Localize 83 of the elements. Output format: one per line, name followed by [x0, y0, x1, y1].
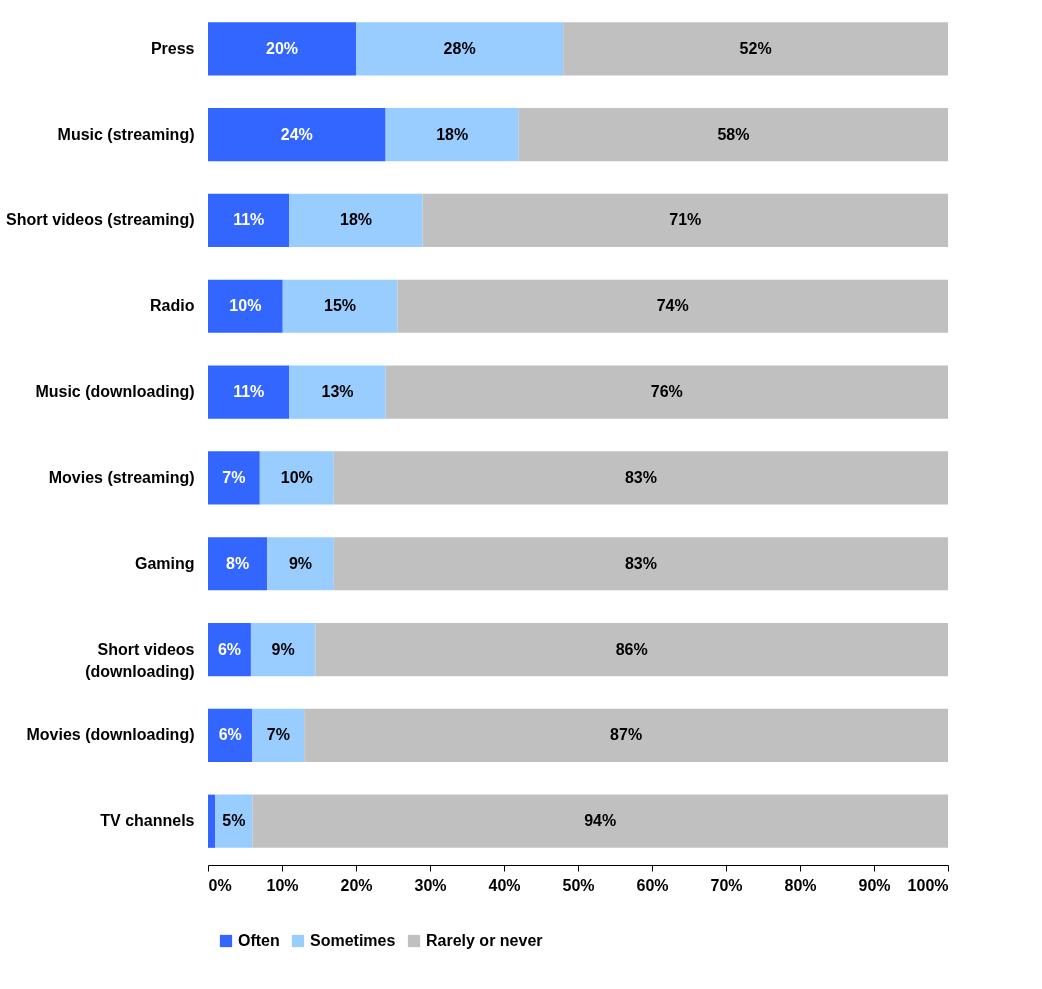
- data-label: 20%: [265, 39, 299, 57]
- data-label: 9%: [271, 640, 295, 658]
- data-label: 52%: [739, 39, 772, 57]
- data-label: 94%: [584, 812, 617, 830]
- bar: [385, 365, 948, 419]
- data-label: 9%: [288, 554, 313, 572]
- bar: [333, 537, 948, 591]
- data-label: 6%: [218, 726, 242, 744]
- legend-label: Rarely or never: [426, 932, 543, 949]
- data-label: 24%: [280, 125, 313, 143]
- bar: [215, 794, 253, 848]
- data-label: 13%: [321, 383, 354, 401]
- bar: [397, 279, 948, 333]
- y-tick-label: Music (downloading): [35, 383, 195, 401]
- x-tick-label: 30%: [414, 876, 447, 894]
- data-label: 87%: [610, 726, 643, 744]
- data-label: 58%: [717, 125, 750, 143]
- bar: [252, 794, 948, 848]
- data-label: 11%: [233, 211, 265, 229]
- bar: [518, 107, 948, 162]
- y-tick-label: Movies (downloading): [26, 726, 195, 744]
- bar: [282, 279, 398, 333]
- bar: [208, 794, 216, 848]
- x-tick-label: 10%: [266, 876, 299, 894]
- data-label: 8%: [226, 554, 250, 572]
- legend-label: Often: [238, 932, 280, 949]
- bar: [208, 107, 386, 162]
- bar: [289, 193, 423, 248]
- data-label: 10%: [280, 468, 313, 486]
- data-label: 7%: [266, 726, 290, 744]
- data-label: 86%: [615, 640, 648, 658]
- x-tick-label: 60%: [636, 876, 669, 894]
- data-label: 83%: [624, 554, 657, 572]
- legend-label: Sometimes: [310, 932, 396, 949]
- bar: [208, 193, 290, 248]
- y-tick-label: Music (streaming): [57, 125, 195, 143]
- y-tick-label: Radio: [150, 297, 195, 315]
- bar: [267, 537, 334, 591]
- bar: [208, 537, 268, 591]
- data-label: 83%: [624, 468, 657, 486]
- bar: [333, 451, 948, 505]
- y-tick-label: Short videos (downloading): [85, 640, 195, 680]
- data-label: 74%: [656, 297, 689, 315]
- data-label: 15%: [324, 297, 357, 315]
- bar: [385, 107, 519, 162]
- y-tick-label: Press: [150, 39, 195, 57]
- bar: [356, 22, 564, 76]
- bar: [208, 279, 283, 333]
- x-tick-label: 70%: [710, 876, 743, 894]
- bar: [208, 708, 253, 763]
- y-tick-label: Short videos (streaming): [6, 211, 195, 229]
- bar: [259, 451, 334, 505]
- x-tick-label: 20%: [340, 876, 373, 894]
- data-label: 71%: [669, 211, 702, 229]
- y-tick-label: Gaming: [134, 554, 195, 572]
- x-tick-label: 90%: [858, 876, 891, 894]
- data-label: 5%: [222, 812, 246, 830]
- data-label: 7%: [222, 468, 246, 486]
- bar: [208, 451, 260, 505]
- data-label: 18%: [436, 125, 469, 143]
- bar: [289, 365, 386, 419]
- x-tick-label: 50%: [562, 876, 595, 894]
- bar: [208, 22, 356, 76]
- x-tick-label: 0%: [208, 876, 232, 894]
- data-label: 76%: [650, 383, 683, 401]
- data-label: 28%: [443, 39, 476, 57]
- x-tick-label: 40%: [488, 876, 521, 894]
- y-tick-label: Movies (streaming): [48, 468, 195, 486]
- data-label: 18%: [339, 211, 373, 229]
- data-label: 11%: [233, 383, 265, 401]
- bar: [563, 22, 948, 76]
- bar: [315, 622, 948, 677]
- x-tick-label: 80%: [784, 876, 817, 894]
- data-label: 6%: [217, 640, 242, 658]
- data-label: 10%: [229, 297, 262, 315]
- bar: [208, 365, 290, 419]
- y-tick-label: TV channels: [100, 812, 195, 830]
- bar: [422, 193, 948, 248]
- bar: [250, 622, 316, 677]
- bar: [252, 708, 305, 763]
- bar: [304, 708, 948, 763]
- bar: [208, 622, 251, 677]
- x-tick-label: 100%: [907, 876, 949, 894]
